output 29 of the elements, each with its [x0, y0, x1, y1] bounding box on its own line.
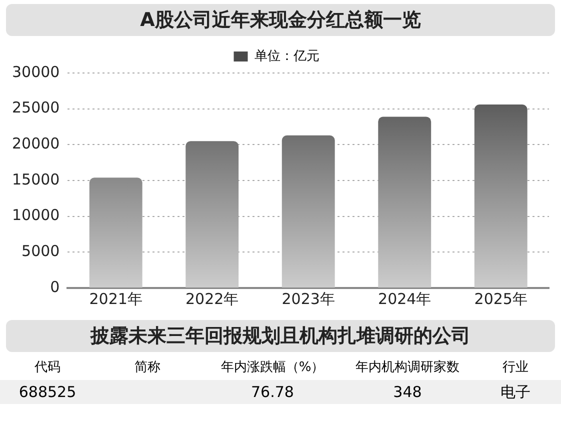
text: 披露未来三年回报规划且机构扎堆调研的公司 [6, 320, 555, 352]
x-tick-label: 2021年 [89, 290, 142, 308]
y-tick-label: 25000 [12, 98, 60, 117]
x-tick-label: 2025年 [474, 290, 528, 308]
text: 代码 [34, 359, 62, 377]
bar [282, 135, 335, 288]
y-tick-label: 20000 [12, 134, 60, 153]
bar [89, 178, 142, 288]
y-tick-label: 5000 [22, 242, 60, 260]
text: 年内机构调研家数 [354, 359, 460, 377]
x-tick-label: 2023年 [282, 290, 335, 308]
y-tick-label: 10000 [12, 206, 60, 224]
text: 行业 [502, 359, 530, 377]
bar [474, 104, 528, 288]
x-tick-label: 2022年 [186, 290, 239, 308]
bar [378, 116, 432, 288]
bar [186, 141, 239, 288]
text: 348 [392, 382, 423, 403]
y-tick-label: 15000 [12, 170, 60, 188]
text: 76.78 [250, 382, 295, 403]
chart-title: A股公司近年来现金分红总额一览 [6, 4, 555, 36]
text: 电子 [500, 382, 532, 403]
text: 688525 [18, 382, 78, 403]
text: 年内涨跌幅（%） [220, 359, 326, 377]
x-tick-label: 2024年 [378, 290, 432, 308]
legend-label: 单位：亿元 [254, 48, 320, 64]
y-tick-label: 0 [50, 278, 60, 296]
y-tick-label: 30000 [12, 62, 60, 81]
text: 简称 [134, 359, 162, 377]
